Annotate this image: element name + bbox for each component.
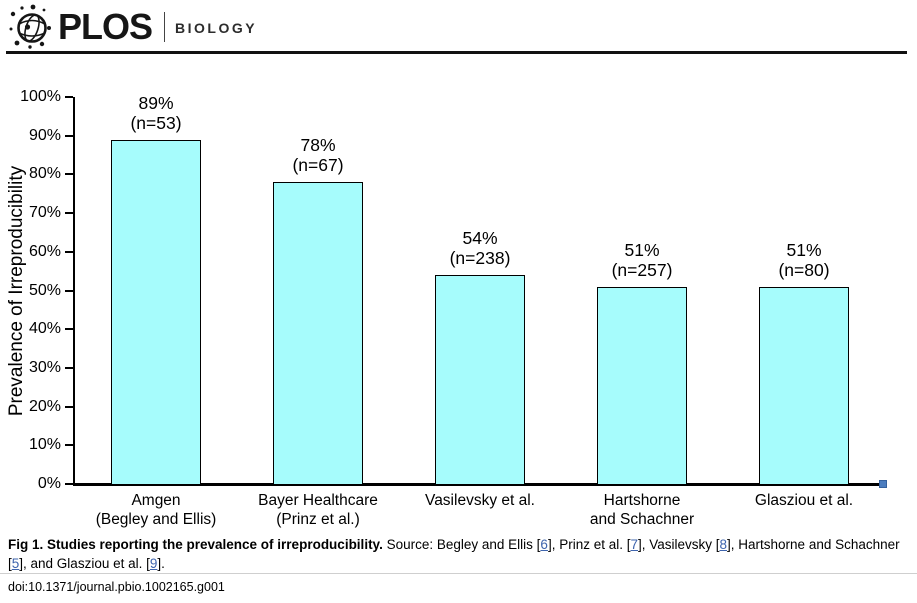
y-tick-label: 90% [28,126,61,144]
y-tick [65,173,73,176]
caption-divider [0,573,917,574]
journal-name: BIOLOGY [175,20,258,36]
caption-text: ]. [157,555,165,571]
x-category-label: Vasilevsky et al. [425,492,535,509]
caption-text: ], Vasilevsky [ [637,537,720,552]
y-tick [65,96,73,98]
reference-link-6[interactable]: 6 [540,537,548,552]
figure-caption: Fig 1. Studies reporting the prevalence … [8,536,909,573]
x-category-label: Glasziou et al. [754,492,854,509]
x-axis-line [73,483,881,486]
y-tick [65,405,73,408]
caption-source: Source: Begley and Ellis [6], Prinz et a… [8,537,900,571]
y-tick-label: 100% [20,88,61,105]
bar-hartshorne-and-schachner [597,286,687,484]
y-tick-label: 10% [28,436,61,454]
y-tick [65,483,73,485]
header-rule [6,51,907,54]
y-tick-label: 0% [37,475,61,492]
reference-link-5[interactable]: 5 [11,555,20,571]
reference-link-9[interactable]: 9 [149,555,158,571]
y-tick [65,250,73,253]
bar-amgen-begley-and-ellis [111,139,201,484]
caption-text: Source: Begley and Ellis [ [382,537,541,552]
caption-text: ], Prinz et al. [ [547,537,631,552]
bar-vasilevsky-et-al [435,275,525,484]
y-tick-label: 40% [28,320,61,338]
y-tick-label: 60% [28,242,61,260]
y-tick-label: 70% [28,204,61,222]
plos-header: PLOS BIOLOGY [8,4,257,50]
x-category-label: Amgen (Begley and Ellis) [95,492,217,528]
y-tick-label: 20% [28,397,61,415]
caption-text: ], Hartshorne and Schachner [ [8,537,900,571]
doi-text: doi:10.1371/journal.pbio.1002165.g001 [8,580,225,594]
x-axis-labels: Amgen (Begley and Ellis) Bayer Healthcare(… [75,491,885,533]
bar-bayer-healthcare-prinz-et-al [273,182,363,484]
y-tick [65,366,73,369]
caption-text: ], and Glasziou et al. [ [19,555,150,571]
bar-value-label: 89% (n=53) [130,92,182,133]
y-tick [65,444,73,447]
bar-value-label: 78% (n=67) [292,135,344,176]
x-category-label: Bayer Healthcare (Prinz et al.) [258,492,378,528]
y-tick [65,134,73,137]
plos-globe-icon [9,4,51,49]
plot-area: 0% 10% 20% 30% 40% 50% 60% 70% 80% 90% 100% 89% (n=5… [20,89,885,492]
logo-divider [164,12,166,42]
resize-handle[interactable] [879,480,887,488]
bar-value-label: 51% (n=80) [778,239,830,280]
y-axis-line [73,97,75,484]
y-tick-label: 30% [28,358,61,376]
y-tick-label: 80% [28,165,61,183]
y-tick [65,212,73,215]
x-category-label: Hartshorne and Schachner [589,492,695,528]
bar-glasziou-et-al [759,286,849,484]
y-tick [65,289,73,292]
bar-value-label: 54% (n=238) [449,228,511,269]
reference-link-7[interactable]: 7 [630,537,638,552]
bar-value-label: 51% (n=257) [611,239,673,280]
y-tick-label: 50% [28,281,61,299]
plos-brand-text: PLOS [58,6,153,47]
reference-link-8[interactable]: 8 [719,537,728,552]
y-tick [65,328,73,331]
caption-title: Fig 1. Studies reporting the prevalence … [8,537,383,552]
